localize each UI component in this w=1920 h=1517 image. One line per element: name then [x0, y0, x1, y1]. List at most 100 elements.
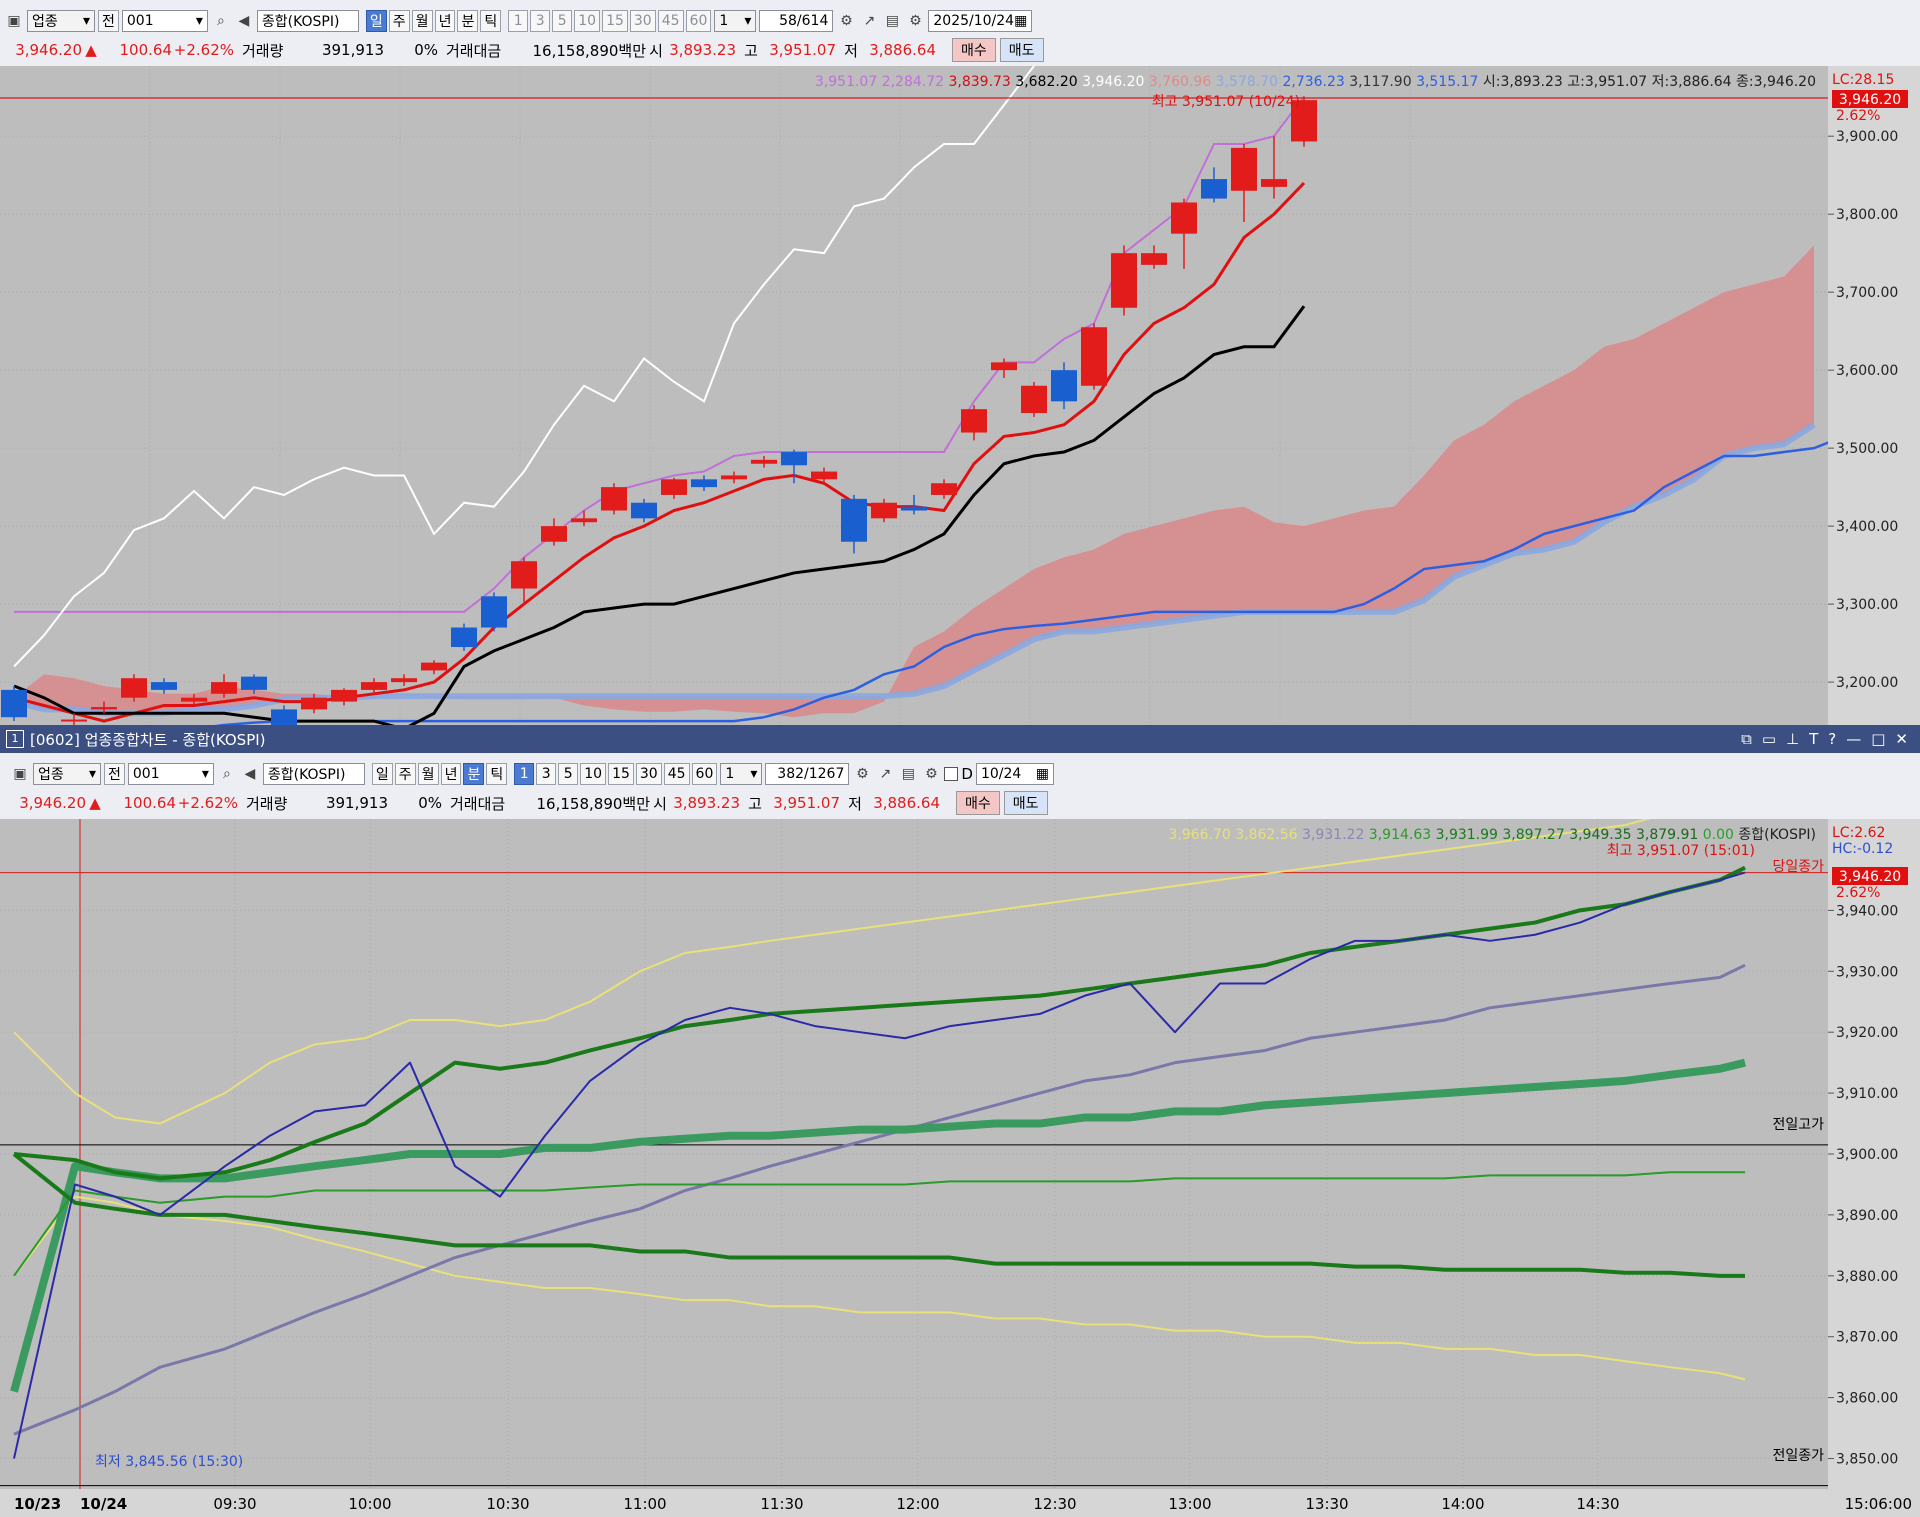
help-icon[interactable]: ? — [1828, 730, 1837, 748]
draw-tool-icon[interactable]: ↗ — [863, 13, 876, 29]
page-counter[interactable]: 382/1267 — [765, 763, 850, 785]
close-icon[interactable]: ✕ — [1895, 730, 1908, 748]
buy-button[interactable]: 매수 — [956, 791, 1000, 815]
legend-item-5: 3,760.96 — [1144, 74, 1211, 90]
date-input[interactable]: 10/24 ▦ — [975, 763, 1054, 785]
prev-button[interactable]: 전 — [104, 763, 125, 785]
speaker-icon[interactable]: ◀ — [244, 766, 256, 782]
bottom-window-title: [0602] 업종종합차트 - 종합(KOSPI) — [30, 730, 266, 749]
minimize-icon[interactable]: — — [1846, 730, 1862, 748]
minute-tab-15[interactable]: 15 — [602, 10, 628, 32]
speaker-icon[interactable]: ◀ — [238, 13, 250, 29]
settings-icon[interactable]: ⚙ — [925, 766, 938, 782]
minute-tab-45[interactable]: 45 — [663, 763, 690, 785]
minute-indicator-lines — [10, 819, 1746, 1459]
period-tab-5[interactable]: 틱 — [480, 10, 502, 32]
period-tab-0[interactable]: 일 — [371, 763, 393, 785]
period-tab-2[interactable]: 월 — [417, 763, 439, 785]
y-tick-label-8: 3,930.00 — [1836, 964, 1898, 980]
sell-button[interactable]: 매도 — [999, 38, 1044, 62]
count-select[interactable]: 1 ▾ — [714, 10, 757, 32]
daily-price-tag: 3,946.20 — [1839, 92, 1901, 108]
minute-price-tag: 3,946.20 — [1839, 869, 1901, 885]
candle-body-22 — [661, 479, 687, 495]
period-tab-4[interactable]: 분 — [463, 763, 485, 785]
count-select[interactable]: 1 ▾ — [720, 763, 763, 785]
period-tab-0[interactable]: 일 — [365, 10, 387, 32]
minute-tab-10[interactable]: 10 — [580, 763, 607, 785]
settings-icon[interactable]: ⚙ — [909, 13, 922, 29]
calendar-icon[interactable]: ▦ — [1035, 766, 1049, 782]
market-select[interactable]: 업종 ▾ — [33, 763, 101, 785]
period-tab-3[interactable]: 년 — [434, 10, 456, 32]
search-icon[interactable]: ⌕ — [222, 766, 231, 782]
index-name: 종합(KOSPI) — [262, 763, 365, 785]
pin-icon[interactable]: ⊥ — [1786, 730, 1800, 748]
minute-tab-5[interactable]: 5 — [558, 763, 579, 785]
y-tick-label-5: 3,900.00 — [1836, 1147, 1898, 1163]
value-label: 거래대금 — [450, 794, 506, 813]
indicator-icon[interactable]: ⚙ — [840, 13, 853, 29]
minute-tab-3[interactable]: 3 — [536, 763, 557, 785]
date-label-today: 10/24 — [80, 1495, 127, 1513]
daily-line-0 — [14, 95, 1305, 613]
prev-close-label: 전일종가 — [1772, 1448, 1824, 1464]
up-arrow-icon: ▲ — [85, 41, 97, 59]
code-value: 001 — [132, 766, 160, 782]
up-arrow-icon: ▲ — [89, 794, 101, 812]
code-input[interactable]: 001 ▾ — [127, 763, 214, 785]
minute-tab-5[interactable]: 5 — [552, 10, 573, 32]
count-value: 1 — [725, 766, 735, 782]
save-icon[interactable]: ▤ — [885, 13, 899, 29]
daily-indicator-lines — [13, 66, 1306, 725]
search-icon[interactable]: ⌕ — [216, 13, 225, 29]
period-tab-4[interactable]: 분 — [457, 10, 479, 32]
candle-body-21 — [631, 502, 657, 519]
d-checkbox[interactable] — [944, 767, 959, 781]
minute-tab-45[interactable]: 45 — [657, 10, 684, 32]
save-icon[interactable]: ▤ — [901, 766, 915, 782]
minute-tab-1[interactable]: 1 — [514, 763, 535, 785]
font-icon[interactable]: T — [1809, 730, 1819, 748]
candle-body-20 — [601, 487, 627, 511]
minute-tab-30[interactable]: 30 — [635, 763, 662, 785]
page-counter[interactable]: 58/614 — [759, 10, 834, 32]
window-menu-icon[interactable]: ▣ — [13, 766, 27, 782]
code-input[interactable]: 001 ▾ — [121, 10, 208, 32]
buy-button[interactable]: 매수 — [952, 38, 996, 62]
y-tick-label-9: 3,940.00 — [1836, 903, 1898, 919]
indicator-icon[interactable]: ⚙ — [856, 766, 869, 782]
minute-tabs: 1 3 5 10 15 30 45 60 — [508, 10, 712, 32]
draw-tool-icon[interactable]: ↗ — [879, 766, 892, 782]
calendar-icon[interactable]: ▦ — [1014, 13, 1028, 29]
minute-grid — [0, 819, 1828, 1489]
legend-item-4: 3,946.20 — [1078, 74, 1145, 90]
low-value: 3,886.64 — [869, 41, 936, 59]
minute-tab-3[interactable]: 3 — [530, 10, 551, 32]
restore-icon[interactable]: ⧉ — [1741, 730, 1752, 748]
period-tab-2[interactable]: 월 — [411, 10, 433, 32]
window-menu-icon[interactable]: ▣ — [7, 13, 21, 29]
market-select[interactable]: 업종 ▾ — [27, 10, 95, 32]
open-value: 3,893.23 — [673, 794, 740, 812]
period-tab-1[interactable]: 주 — [388, 10, 410, 32]
minute-tab-10[interactable]: 10 — [574, 10, 601, 32]
daily-legend: 3,951.07 2,284.72 3,839.73 3,682.20 3,94… — [815, 74, 1816, 90]
minute-tab-30[interactable]: 30 — [629, 10, 656, 32]
period-tab-1[interactable]: 주 — [394, 763, 416, 785]
date-input[interactable]: 2025/10/24 ▦ — [928, 10, 1033, 32]
daily-chart[interactable]: 3,200.00 3,300.00 3,400.00 3,500.00 3,600.00… — [0, 66, 1920, 725]
minute-tab-60[interactable]: 60 — [685, 10, 712, 32]
minute-tab-1[interactable]: 1 — [508, 10, 529, 32]
period-tab-5[interactable]: 틱 — [486, 763, 508, 785]
minute-pct-tag: 2.62% — [1836, 885, 1880, 901]
minute-tab-60[interactable]: 60 — [691, 763, 718, 785]
maximize-icon[interactable]: □ — [1871, 730, 1886, 748]
sell-button[interactable]: 매도 — [1003, 791, 1048, 815]
prev-button[interactable]: 전 — [98, 10, 119, 32]
minute-tab-15[interactable]: 15 — [608, 763, 634, 785]
tile-icon[interactable]: ▭ — [1761, 730, 1777, 748]
minute-chart[interactable]: 3,850.00 3,860.00 3,870.00 3,880.00 3,890.00… — [0, 819, 1920, 1517]
period-tab-3[interactable]: 년 — [440, 763, 462, 785]
candle-body-38 — [1141, 253, 1167, 265]
